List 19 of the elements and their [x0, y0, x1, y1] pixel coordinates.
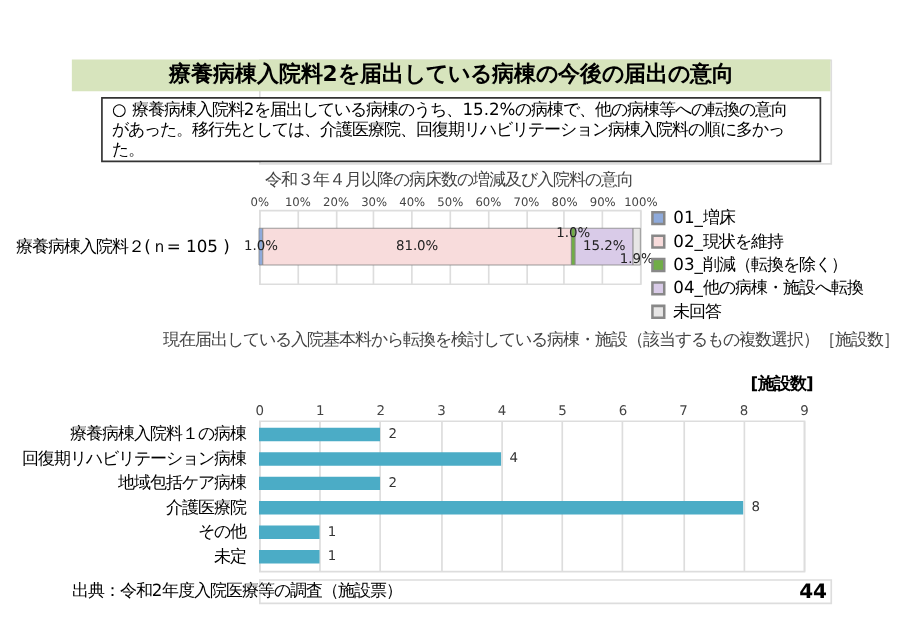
legend-label: 02_現状を維持 [673, 230, 783, 251]
y-tick-label: 回復期リハビリテーション病棟 [22, 447, 247, 468]
y-tick-label: 療養病棟入院料１の病棟 [70, 423, 247, 444]
text: 44 [799, 581, 828, 604]
legend-label: 未回答 [673, 300, 722, 321]
text: ○ 療養病棟入院料2を届出している病棟のうち、15.2%の病棟で、他の病棟等への転換の意向があった。移行先としては、介護医療院、回復期リハビリテーション病棟入院料の順に多かった。 [111, 98, 788, 159]
y-tick-label: 介護医療院 [166, 496, 247, 517]
legend-label: 04_他の病棟・施設へ転換 [673, 277, 863, 298]
source-note: 出典：令和2年度入院医療等の調査（施設票） [71, 579, 403, 600]
y-tick-label: その他 [198, 521, 247, 542]
chart-title: 令和３年４月以降の病床数の増減及び入院料の意向 [265, 168, 634, 189]
text: [施設数] [750, 372, 815, 393]
y-tick-label: 未定 [214, 545, 247, 566]
chart-title: 現在届出している入院基本料から転換を検討している病棟・施設（該当するもの複数選択）［施設数］ [163, 329, 900, 350]
y-tick-label: 療養病棟入院料２(ｎ= 105 ) [16, 235, 230, 256]
y-tick-label: 地域包括ケア病棟 [116, 472, 247, 493]
text: 療養病棟入院料2を届出している病棟の今後の届出の意向 [166, 61, 734, 88]
legend-label: 03_削減（転換を除く） [673, 254, 847, 275]
legend-label: 01_増床 [673, 207, 735, 228]
